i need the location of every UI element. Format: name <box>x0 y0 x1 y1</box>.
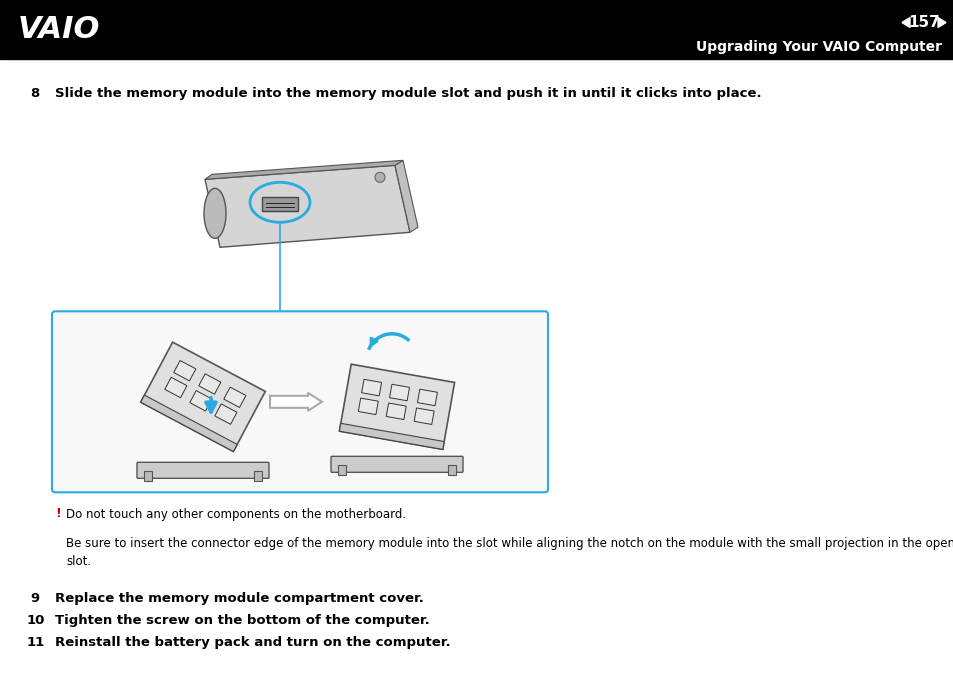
Ellipse shape <box>204 188 226 239</box>
Text: VAIO: VAIO <box>18 15 100 44</box>
Text: Do not touch any other components on the motherboard.: Do not touch any other components on the… <box>66 508 406 521</box>
FancyBboxPatch shape <box>137 462 269 479</box>
Polygon shape <box>205 160 402 179</box>
FancyArrow shape <box>270 393 322 411</box>
Polygon shape <box>386 403 406 419</box>
Text: Slide the memory module into the memory module slot and push it in until it clic: Slide the memory module into the memory … <box>55 88 760 100</box>
Bar <box>262 197 297 212</box>
Polygon shape <box>417 389 437 406</box>
Polygon shape <box>198 374 221 394</box>
Polygon shape <box>173 361 195 381</box>
Polygon shape <box>339 364 455 450</box>
Text: 8: 8 <box>30 88 39 100</box>
Polygon shape <box>214 404 236 425</box>
Polygon shape <box>901 18 909 28</box>
Text: Tighten the screw on the bottom of the computer.: Tighten the screw on the bottom of the c… <box>55 614 429 627</box>
Polygon shape <box>140 395 237 452</box>
Polygon shape <box>395 160 417 233</box>
Text: 157: 157 <box>907 15 939 30</box>
Bar <box>448 465 456 475</box>
Polygon shape <box>165 377 187 398</box>
Bar <box>144 471 152 481</box>
Polygon shape <box>389 384 409 401</box>
Polygon shape <box>205 165 410 247</box>
FancyBboxPatch shape <box>52 311 547 492</box>
Polygon shape <box>358 398 378 415</box>
Polygon shape <box>414 408 434 425</box>
Circle shape <box>375 173 385 182</box>
Polygon shape <box>361 379 381 396</box>
Text: Reinstall the battery pack and turn on the computer.: Reinstall the battery pack and turn on t… <box>55 636 450 649</box>
Text: 9: 9 <box>30 592 39 605</box>
Polygon shape <box>937 18 945 28</box>
Bar <box>253 471 262 481</box>
Text: Replace the memory module compartment cover.: Replace the memory module compartment co… <box>55 592 423 605</box>
Polygon shape <box>224 387 246 408</box>
Polygon shape <box>339 423 444 450</box>
Bar <box>337 465 346 475</box>
Text: !: ! <box>55 508 61 520</box>
Polygon shape <box>190 391 212 411</box>
Text: 11: 11 <box>27 636 45 649</box>
Polygon shape <box>140 342 265 452</box>
Text: 10: 10 <box>27 614 46 627</box>
Text: Be sure to insert the connector edge of the memory module into the slot while al: Be sure to insert the connector edge of … <box>66 537 953 568</box>
Text: Upgrading Your VAIO Computer: Upgrading Your VAIO Computer <box>696 40 941 55</box>
FancyBboxPatch shape <box>331 456 462 472</box>
Bar <box>0 0 953 59</box>
